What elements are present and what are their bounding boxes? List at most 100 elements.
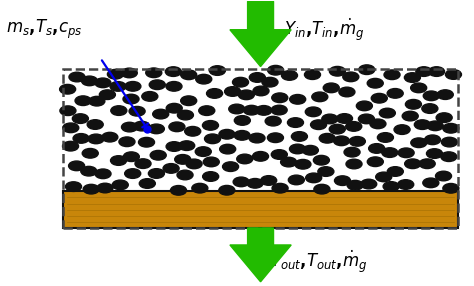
Circle shape <box>181 70 197 80</box>
Circle shape <box>112 180 128 190</box>
Circle shape <box>60 106 76 116</box>
Text: $m_s$,$T_s$,$c_{ps}$: $m_s$,$T_s$,$c_{ps}$ <box>6 18 82 41</box>
Circle shape <box>387 89 403 98</box>
Circle shape <box>134 121 150 131</box>
Circle shape <box>349 136 365 146</box>
Circle shape <box>204 134 220 144</box>
Circle shape <box>310 120 327 130</box>
Circle shape <box>312 92 328 102</box>
Circle shape <box>436 171 452 181</box>
Circle shape <box>73 114 88 124</box>
Circle shape <box>443 184 459 193</box>
Circle shape <box>166 82 182 91</box>
Circle shape <box>237 154 253 164</box>
Circle shape <box>210 66 226 75</box>
Circle shape <box>195 147 211 156</box>
Circle shape <box>153 109 169 119</box>
Circle shape <box>199 106 215 116</box>
Circle shape <box>219 130 235 139</box>
Circle shape <box>290 94 306 104</box>
Text: $Y_{out}$,$T_{out}$,$\dot{m}_g$: $Y_{out}$,$T_{out}$,$\dot{m}_g$ <box>270 249 367 275</box>
Circle shape <box>202 121 219 130</box>
Circle shape <box>249 73 265 82</box>
Circle shape <box>344 147 360 157</box>
Circle shape <box>238 90 255 100</box>
Circle shape <box>268 65 283 75</box>
Circle shape <box>271 105 287 115</box>
Circle shape <box>175 154 191 164</box>
Circle shape <box>233 177 249 187</box>
Circle shape <box>398 180 414 189</box>
Circle shape <box>185 126 201 136</box>
Circle shape <box>234 116 250 125</box>
Circle shape <box>377 133 393 142</box>
Circle shape <box>63 123 79 133</box>
Circle shape <box>121 68 137 78</box>
Circle shape <box>181 96 197 106</box>
Circle shape <box>138 138 155 147</box>
Circle shape <box>121 122 137 132</box>
Circle shape <box>356 101 373 111</box>
Circle shape <box>139 179 155 188</box>
Circle shape <box>83 184 99 194</box>
Circle shape <box>422 104 438 113</box>
Circle shape <box>256 106 272 115</box>
Circle shape <box>262 77 278 87</box>
Circle shape <box>179 141 195 150</box>
Circle shape <box>367 157 383 166</box>
Circle shape <box>249 133 265 143</box>
Circle shape <box>142 92 158 101</box>
Circle shape <box>219 144 236 154</box>
Circle shape <box>405 100 421 109</box>
Circle shape <box>219 185 235 195</box>
Circle shape <box>411 138 427 148</box>
Circle shape <box>196 74 212 84</box>
Circle shape <box>443 124 459 133</box>
Circle shape <box>369 144 385 153</box>
Circle shape <box>334 136 349 146</box>
Circle shape <box>123 152 139 162</box>
Circle shape <box>323 83 339 93</box>
Circle shape <box>427 149 443 158</box>
Circle shape <box>265 116 281 126</box>
Circle shape <box>261 176 277 185</box>
Circle shape <box>69 161 84 171</box>
Circle shape <box>414 120 430 130</box>
Circle shape <box>416 67 432 76</box>
Circle shape <box>306 173 322 183</box>
Circle shape <box>387 167 403 176</box>
Circle shape <box>304 70 320 80</box>
Circle shape <box>402 111 418 121</box>
Circle shape <box>149 80 165 90</box>
Circle shape <box>446 70 462 79</box>
Circle shape <box>383 182 399 191</box>
Circle shape <box>95 78 111 88</box>
Circle shape <box>148 169 164 178</box>
Circle shape <box>165 67 182 76</box>
Circle shape <box>60 84 76 94</box>
Circle shape <box>281 157 297 167</box>
Circle shape <box>73 134 89 143</box>
Circle shape <box>428 67 445 76</box>
Circle shape <box>69 72 85 82</box>
Circle shape <box>427 121 443 131</box>
Circle shape <box>367 78 383 88</box>
Circle shape <box>177 110 193 120</box>
Circle shape <box>111 106 127 115</box>
Circle shape <box>110 156 127 165</box>
Circle shape <box>370 119 386 129</box>
Circle shape <box>177 170 193 180</box>
Circle shape <box>436 113 452 122</box>
Circle shape <box>244 105 260 115</box>
Circle shape <box>225 87 241 96</box>
Circle shape <box>410 83 427 93</box>
Circle shape <box>95 169 111 179</box>
Circle shape <box>253 152 269 161</box>
Circle shape <box>82 76 98 86</box>
Circle shape <box>166 104 182 113</box>
Circle shape <box>313 155 329 165</box>
Circle shape <box>272 93 288 103</box>
Circle shape <box>394 125 410 134</box>
Circle shape <box>75 96 91 106</box>
Circle shape <box>87 120 103 129</box>
